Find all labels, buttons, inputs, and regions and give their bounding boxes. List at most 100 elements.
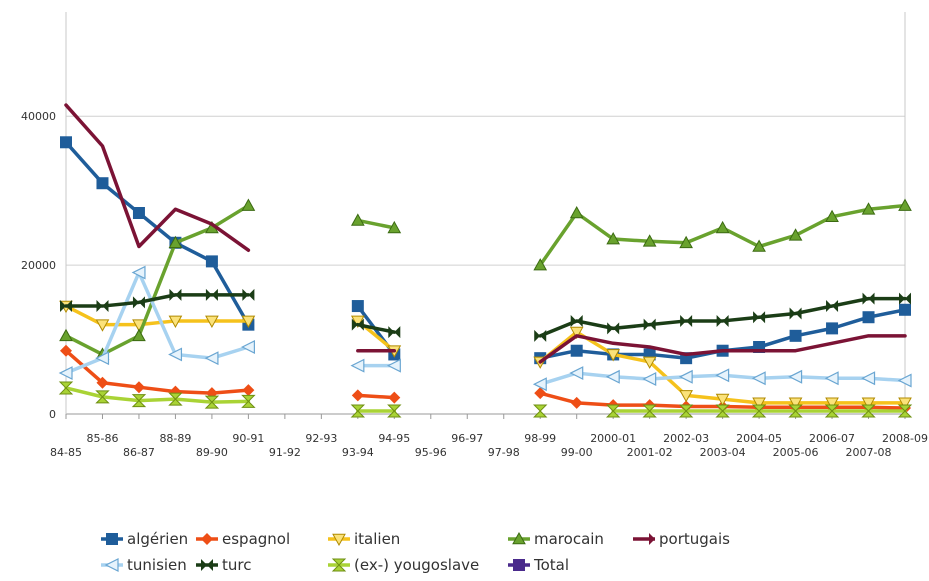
data-point bbox=[131, 394, 147, 408]
data-point bbox=[862, 311, 875, 324]
data-point bbox=[752, 397, 766, 410]
data-point bbox=[898, 397, 912, 410]
data-point bbox=[350, 213, 365, 226]
legend-item: espagnol bbox=[195, 530, 327, 548]
legend-marker bbox=[649, 533, 655, 545]
data-point bbox=[168, 347, 183, 362]
x-tick-label: 2002-03 bbox=[663, 432, 709, 445]
data-point bbox=[606, 232, 621, 245]
grid-lines bbox=[66, 115, 905, 415]
legend-item: portugais bbox=[632, 530, 772, 548]
data-point bbox=[533, 258, 548, 271]
data-point bbox=[606, 349, 621, 362]
x-tick-label: 2003-04 bbox=[700, 446, 746, 459]
legend-item: marocain bbox=[507, 530, 632, 548]
legend-swatch bbox=[101, 533, 123, 545]
data-point bbox=[241, 340, 255, 354]
x-tick-label: 97-98 bbox=[488, 446, 520, 459]
data-point bbox=[388, 326, 401, 339]
series-5 bbox=[58, 265, 912, 392]
data-point bbox=[826, 300, 839, 313]
data-point bbox=[205, 288, 218, 301]
legend-label: (ex-) yougoslave bbox=[354, 556, 480, 574]
data-point bbox=[861, 202, 876, 215]
data-point bbox=[678, 369, 693, 384]
legend-marker bbox=[104, 558, 119, 572]
data-point bbox=[58, 366, 73, 381]
data-point bbox=[60, 344, 72, 357]
data-point bbox=[715, 404, 730, 418]
x-tick-label: 2005-06 bbox=[773, 446, 819, 459]
legend-swatch bbox=[328, 558, 350, 572]
x-tick-label: 84-85 bbox=[50, 446, 82, 459]
data-point bbox=[824, 404, 840, 418]
legend-label: espagnol bbox=[222, 530, 291, 548]
legend-item: italien bbox=[327, 530, 507, 548]
data-point bbox=[96, 300, 109, 313]
data-point bbox=[824, 371, 839, 386]
data-point bbox=[715, 393, 730, 407]
series-line bbox=[538, 203, 907, 267]
x-tick-label: 85-86 bbox=[86, 432, 118, 445]
data-point bbox=[241, 198, 256, 211]
x-tick-label: 2004-05 bbox=[736, 432, 782, 445]
data-point bbox=[570, 344, 583, 357]
data-point bbox=[789, 329, 802, 342]
legend-label: portugais bbox=[659, 530, 730, 548]
legend-item: tunisien bbox=[100, 556, 195, 574]
x-tick-label: 90-91 bbox=[232, 432, 264, 445]
data-point bbox=[751, 404, 767, 418]
data-point bbox=[58, 381, 74, 395]
y-tick-label: 40000 bbox=[21, 110, 56, 123]
series-line bbox=[538, 296, 907, 338]
legend-marker bbox=[513, 559, 525, 571]
legend-swatch bbox=[101, 558, 123, 572]
data-point bbox=[605, 369, 620, 384]
x-tick-label: 96-97 bbox=[451, 432, 483, 445]
data-point bbox=[534, 329, 547, 342]
data-point bbox=[680, 314, 693, 327]
x-tick-label: 95-96 bbox=[415, 446, 447, 459]
data-point bbox=[241, 315, 256, 328]
legend-marker bbox=[512, 532, 526, 545]
series-line bbox=[64, 348, 251, 395]
data-point bbox=[643, 318, 656, 331]
data-point bbox=[788, 404, 803, 418]
legend-marker bbox=[331, 558, 347, 572]
data-point bbox=[605, 404, 621, 418]
data-point bbox=[60, 300, 72, 313]
legend-label: algérien bbox=[127, 530, 189, 548]
data-point bbox=[168, 315, 183, 328]
legend-row: algérien espagnol italien marocain portugais bbox=[100, 526, 840, 552]
data-point bbox=[570, 314, 583, 327]
data-point bbox=[570, 396, 583, 409]
data-point bbox=[534, 387, 547, 400]
data-point bbox=[95, 319, 110, 332]
series-lines bbox=[58, 103, 913, 418]
data-point bbox=[350, 358, 365, 373]
legend-label: marocain bbox=[534, 530, 604, 548]
data-point bbox=[569, 205, 584, 219]
data-point bbox=[242, 288, 255, 301]
data-point bbox=[642, 234, 657, 247]
line-chart: 84-85 85-86 86-87 88-89 89-90 90-91 91-92 92-93… bbox=[21, 12, 928, 459]
series-line bbox=[356, 218, 397, 230]
x-tick-label: 93-94 bbox=[342, 446, 374, 459]
data-point bbox=[569, 326, 584, 340]
data-point bbox=[753, 311, 766, 324]
series-2 bbox=[59, 300, 912, 410]
y-tick-label: 0 bbox=[49, 408, 56, 421]
series-line bbox=[356, 393, 397, 400]
x-tick-label: 92-93 bbox=[305, 432, 337, 445]
series-7 bbox=[58, 381, 913, 418]
data-point bbox=[751, 371, 766, 386]
data-point bbox=[205, 315, 219, 328]
data-point bbox=[95, 351, 110, 366]
series-line bbox=[64, 203, 251, 357]
data-point bbox=[861, 397, 876, 410]
x-tick-label: 94-95 bbox=[378, 432, 410, 445]
legend-swatch bbox=[633, 533, 655, 545]
data-point bbox=[679, 235, 693, 249]
data-point bbox=[899, 303, 911, 316]
legend-item: algérien bbox=[100, 530, 195, 548]
